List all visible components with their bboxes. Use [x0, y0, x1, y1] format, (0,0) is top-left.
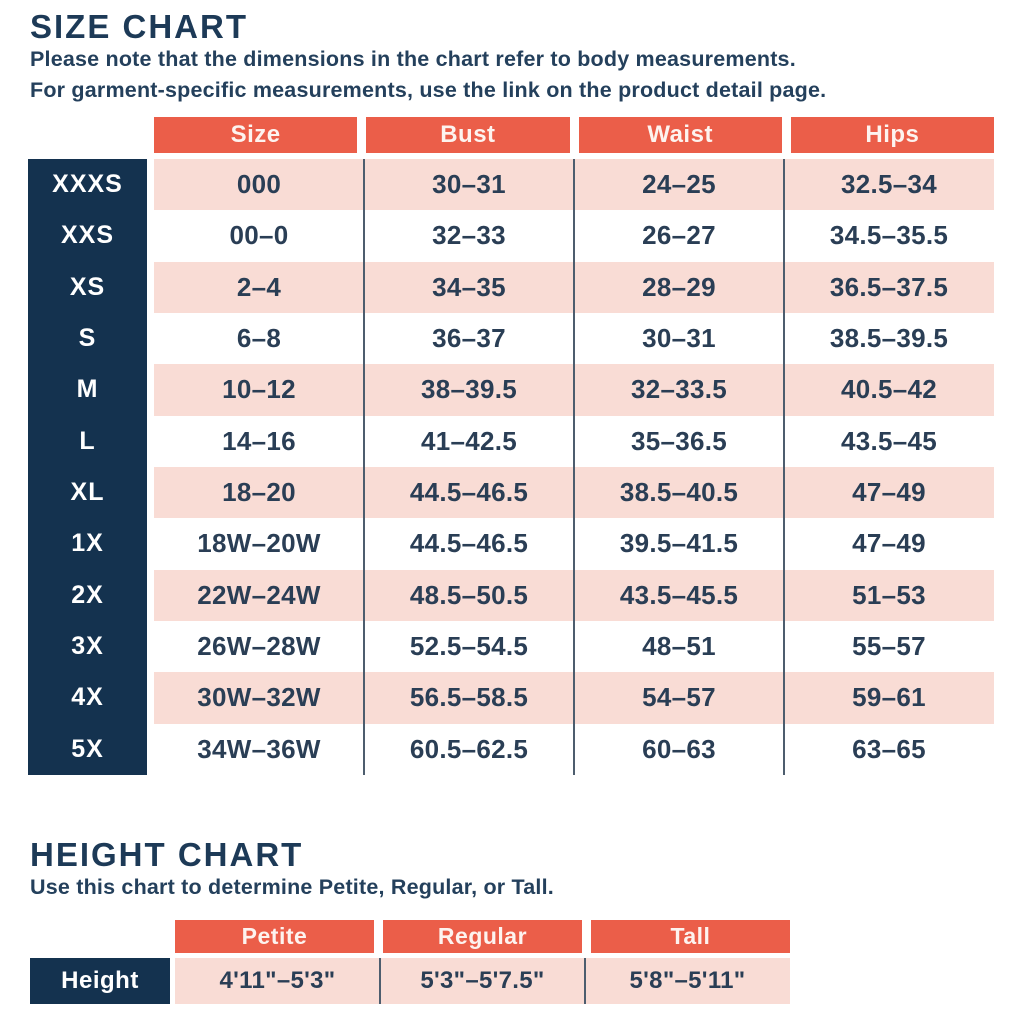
size-chart-subtitle-line1: Please note that the dimensions in the c…: [30, 47, 796, 71]
size-row-label: S: [78, 324, 97, 353]
height-chart-title: HEIGHT CHART: [30, 836, 304, 873]
table-cell: 54–57: [642, 682, 716, 713]
table-cell: 48.5–50.5: [409, 579, 529, 610]
table-cell: 30–31: [642, 323, 716, 354]
height-chart-table: Petite Regular Tall Height 4'11"–5'3" 5'3"–…: [30, 920, 790, 1004]
column-separator-line: [378, 958, 381, 1004]
size-chart-header-cell: Size: [154, 117, 358, 153]
table-cell: 44.5–46.5: [409, 528, 529, 559]
table-cell: 32.5–34: [840, 169, 938, 200]
table-cell: 18W–20W: [197, 528, 321, 559]
table-cell: 43.5–45: [840, 425, 938, 456]
size-row-label: M: [76, 375, 99, 404]
table-cell: 36–37: [432, 323, 506, 354]
table-cell: 55–57: [852, 631, 926, 662]
table-row: 26W–28W 52.5–54.5 48–51 55–57: [154, 620, 994, 673]
size-chart-title: SIZE CHART: [30, 8, 248, 45]
size-chart-header-cell: Waist: [578, 117, 782, 153]
size-chart-subtitle-line2: For garment-specific measurements, use t…: [30, 77, 827, 102]
height-chart-header-row: Petite Regular Tall: [175, 920, 790, 953]
table-cell: 32–33.5: [630, 374, 728, 405]
table-cell: 56.5–58.5: [409, 682, 529, 713]
table-cell: 34W–36W: [197, 733, 321, 764]
table-cell: 00–0: [229, 220, 289, 251]
size-chart-header-cell: Bust: [366, 117, 570, 153]
table-cell: 30–31: [432, 169, 506, 200]
height-chart-subtitle: Use this chart to determine Petite, Regu…: [30, 875, 554, 899]
size-row-label: XXS: [60, 221, 115, 250]
table-row: 2–4 34–35 28–29 36.5–37.5: [154, 261, 994, 313]
table-cell: 30W–32W: [197, 682, 321, 713]
size-row-label: 1X: [71, 529, 104, 558]
column-separator-line: [783, 159, 785, 775]
table-cell: 10–12: [222, 374, 296, 405]
table-cell: 48–51: [642, 631, 716, 662]
size-chart-label-column: XXXS XXS XS S M L XL 1X 2X 3X 4X 5X: [28, 159, 147, 775]
table-cell: 38–39.5: [420, 374, 518, 405]
table-cell: 63–65: [852, 733, 926, 764]
table-cell: 14–16: [222, 425, 296, 456]
size-chart-header-cell: Hips: [790, 117, 994, 153]
table-cell: 24–25: [642, 169, 716, 200]
table-cell: 6–8: [236, 323, 282, 354]
table-cell: 47–49: [852, 477, 926, 508]
table-cell: 35–36.5: [630, 425, 728, 456]
table-cell: 32–33: [432, 220, 506, 251]
height-chart-header-cell: Petite: [175, 920, 374, 953]
table-cell: 18–20: [222, 477, 296, 508]
size-row-label: XS: [69, 272, 106, 301]
table-cell: 38.5–39.5: [829, 323, 949, 354]
table-cell: 39.5–41.5: [619, 528, 739, 559]
size-chart-subtitle: Please note that the dimensions in the c…: [30, 44, 826, 105]
column-separator-line: [573, 159, 575, 775]
size-chart-table: Size Bust Waist Hips XXXS XXS XS S M L XL 1X 2X 3X 4X…: [28, 117, 994, 775]
size-chart-header-row: Size Bust Waist Hips: [154, 117, 994, 153]
table-cell: 43.5–45.5: [619, 579, 739, 610]
size-row-label: 3X: [71, 632, 104, 661]
table-cell: 60.5–62.5: [409, 733, 529, 764]
column-separator-line: [363, 159, 365, 775]
size-row-label: 4X: [71, 683, 104, 712]
height-chart-header-cell: Tall: [591, 920, 790, 953]
table-cell: 26–27: [642, 220, 716, 251]
size-row-label: L: [79, 426, 96, 455]
table-cell: 26W–28W: [197, 631, 321, 662]
table-cell: 34–35: [432, 271, 506, 302]
table-cell: 52.5–54.5: [409, 631, 529, 662]
table-cell: 59–61: [852, 682, 926, 713]
table-cell: 28–29: [642, 271, 716, 302]
table-cell: 47–49: [852, 528, 926, 559]
height-row-label: Height: [30, 958, 170, 1004]
table-cell: 4'11"–5'3": [219, 967, 336, 994]
table-cell: 34.5–35.5: [829, 220, 949, 251]
table-cell: 000: [236, 169, 282, 200]
height-chart-data-row: 4'11"–5'3" 5'3"–5'7.5" 5'8"–5'11": [175, 958, 790, 1004]
size-row-label: XL: [70, 478, 105, 507]
table-cell: 2–4: [236, 271, 282, 302]
table-cell: 40.5–42: [840, 374, 938, 405]
size-chart-rows: 000 30–31 24–25 32.5–34 00–0 32–33 26–27 34.5–3…: [154, 159, 994, 775]
table-cell: 36.5–37.5: [829, 271, 949, 302]
table-cell: 38.5–40.5: [619, 477, 739, 508]
size-row-label: XXXS: [52, 170, 123, 199]
table-cell: 41–42.5: [420, 425, 518, 456]
size-row-label: 2X: [71, 580, 104, 609]
table-cell: 44.5–46.5: [409, 477, 529, 508]
column-separator-line: [584, 958, 586, 1004]
table-cell: 5'8"–5'11": [629, 967, 746, 994]
table-cell: 51–53: [852, 579, 926, 610]
table-cell: 5'3"–5'7.5": [420, 967, 545, 994]
height-chart-header-cell: Regular: [383, 920, 582, 953]
table-cell: 60–63: [642, 733, 716, 764]
table-cell: 22W–24W: [197, 579, 321, 610]
size-row-label: 5X: [71, 734, 104, 763]
